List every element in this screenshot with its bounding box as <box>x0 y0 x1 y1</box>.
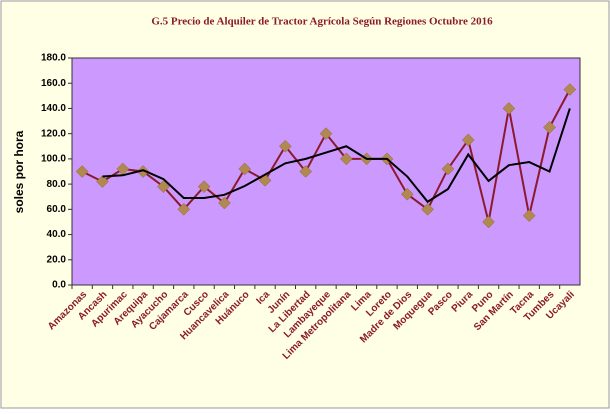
marker <box>421 202 434 216</box>
marker <box>157 180 170 193</box>
marker <box>96 175 109 188</box>
marker <box>197 180 211 193</box>
y-tick-label: 40.0 <box>47 229 67 240</box>
marker <box>543 121 556 134</box>
marker <box>299 165 313 178</box>
y-tick-label: 180.0 <box>41 53 66 64</box>
plot-area <box>71 57 581 286</box>
marker <box>279 139 292 153</box>
marker <box>339 152 353 166</box>
y-tick-label: 60.0 <box>47 204 67 215</box>
marker <box>502 102 516 115</box>
marker <box>441 162 455 176</box>
y-tick-label: 140.0 <box>41 103 66 114</box>
marker <box>136 165 150 178</box>
chart-title: G.5 Precio de Alquiler de Tractor Agríco… <box>151 16 493 28</box>
marker <box>177 202 191 216</box>
y-tick-label: 0.0 <box>52 280 66 291</box>
marker <box>400 187 414 201</box>
marker <box>563 83 577 96</box>
y-tick-label: 120.0 <box>41 128 66 139</box>
marker <box>75 165 89 178</box>
y-tick-label: 80.0 <box>47 179 67 190</box>
marker <box>522 209 536 222</box>
series-line <box>102 108 571 204</box>
marker <box>319 127 333 141</box>
marker <box>238 162 252 176</box>
y-tick-label: 100.0 <box>41 154 66 165</box>
marker <box>218 196 231 210</box>
y-tick-label: 160.0 <box>41 78 66 89</box>
y-axis-label: soles por hora <box>12 130 26 213</box>
marker <box>482 215 495 229</box>
y-tick-label: 20.0 <box>47 254 67 265</box>
marker <box>461 133 475 147</box>
